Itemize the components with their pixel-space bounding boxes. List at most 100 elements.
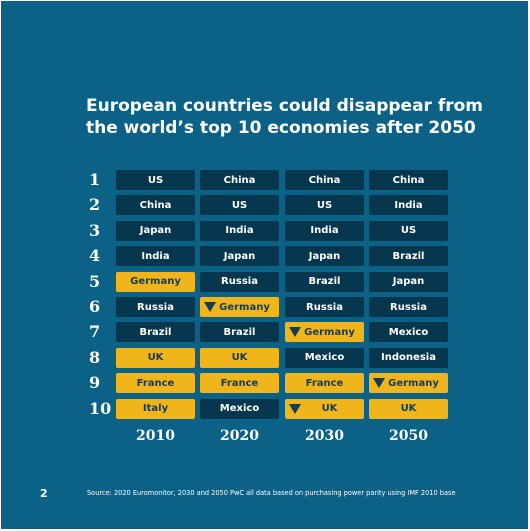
country-cell: Japan: [116, 220, 195, 241]
country-name: India: [141, 250, 170, 262]
country-name: US: [400, 225, 417, 237]
country-name: China: [139, 199, 172, 211]
rank-label: 6: [89, 297, 101, 316]
country-cell: Brazil: [369, 246, 448, 267]
country-name: UK: [147, 352, 164, 364]
country-name: China: [308, 174, 341, 186]
year-label: 2030: [305, 428, 344, 444]
country-cell: Germany: [285, 322, 364, 343]
country-cell: US: [200, 195, 279, 216]
down-arrow-icon: [289, 403, 301, 414]
country-cell: India: [369, 195, 448, 216]
country-cell: China: [200, 170, 279, 190]
country-cell: Italy: [116, 398, 195, 419]
country-name: Indonesia: [381, 352, 436, 364]
country-cell: UK: [116, 347, 195, 368]
rank-label: 8: [89, 347, 101, 367]
country-cell: France: [285, 373, 364, 394]
country-name: Germany: [388, 377, 439, 389]
country-name: Japan: [392, 276, 425, 288]
country-cell: China: [369, 170, 448, 190]
country-cell: Germany: [369, 373, 448, 394]
slide-title: European countries could disappear from …: [86, 95, 506, 139]
country-name: Japan: [139, 225, 172, 237]
country-name: India: [225, 225, 254, 237]
country-name: UK: [321, 403, 338, 415]
country-cell: Japan: [200, 246, 279, 267]
country-cell: Brazil: [116, 322, 195, 343]
title-line-2: the world’s top 10 economies after 2050: [86, 118, 476, 138]
country-name: Germany: [304, 326, 355, 338]
country-cell: UK: [369, 398, 448, 419]
country-name: Japan: [308, 250, 341, 262]
country-cell: Mexico: [200, 398, 279, 419]
country-cell: Japan: [285, 246, 364, 267]
title-line-1: European countries could disappear from: [86, 96, 484, 116]
country-cell: Japan: [369, 271, 448, 292]
country-cell: Mexico: [369, 322, 448, 343]
country-name: Mexico: [304, 352, 345, 364]
country-cell: Indonesia: [369, 347, 448, 368]
country-name: China: [223, 174, 256, 186]
country-cell: US: [285, 195, 364, 216]
country-name: US: [231, 199, 248, 211]
country-name: France: [305, 377, 344, 389]
source-note: Source: 2020 Euromonitor, 2030 and 2050 …: [87, 489, 456, 497]
country-cell: France: [116, 373, 195, 394]
country-name: Russia: [390, 301, 427, 313]
country-name: Germany: [130, 276, 181, 288]
rank-label: 4: [89, 246, 101, 266]
country-name: Japan: [223, 250, 256, 262]
country-name: France: [220, 377, 259, 389]
country-cell: India: [285, 220, 364, 241]
country-cell: US: [116, 170, 195, 190]
year-label: 2010: [136, 428, 175, 444]
down-arrow-icon: [204, 302, 216, 312]
country-name: Brazil: [308, 276, 341, 288]
year-label: 2050: [389, 428, 428, 444]
country-cell: Russia: [369, 297, 448, 317]
rank-label: 1: [89, 170, 101, 189]
country-name: Mexico: [219, 403, 260, 415]
country-cell: India: [116, 246, 195, 267]
country-name: UK: [400, 403, 417, 415]
rank-label: 10: [89, 398, 112, 418]
country-name: France: [136, 377, 175, 389]
country-name: Mexico: [388, 326, 429, 338]
country-name: US: [316, 199, 333, 211]
country-cell: China: [285, 170, 364, 190]
rank-label: 2: [89, 195, 101, 215]
country-cell: Russia: [285, 297, 364, 317]
down-arrow-icon: [373, 378, 385, 389]
country-name: Russia: [221, 276, 258, 288]
country-name: India: [310, 225, 339, 237]
country-name: India: [394, 199, 423, 211]
down-arrow-icon: [289, 327, 301, 338]
country-cell: France: [200, 373, 279, 394]
year-label: 2020: [220, 428, 259, 444]
page-number: 2: [40, 487, 48, 500]
country-cell: Russia: [116, 297, 195, 317]
country-name: Italy: [142, 403, 169, 415]
country-cell: Brazil: [200, 322, 279, 343]
country-name: Russia: [137, 301, 174, 313]
country-cell: China: [116, 195, 195, 216]
country-name: Germany: [219, 301, 270, 313]
country-name: Russia: [306, 301, 343, 313]
country-cell: Germany: [116, 271, 195, 292]
country-name: Brazil: [392, 250, 425, 262]
country-cell: Germany: [200, 297, 279, 317]
country-name: Brazil: [223, 326, 256, 338]
country-name: Brazil: [139, 326, 172, 338]
country-name: UK: [231, 352, 248, 364]
country-name: US: [147, 174, 164, 186]
rank-label: 5: [89, 271, 101, 291]
country-cell: US: [369, 220, 448, 241]
country-cell: Russia: [200, 271, 279, 292]
country-cell: UK: [200, 347, 279, 368]
country-cell: UK: [285, 398, 364, 419]
country-cell: Brazil: [285, 271, 364, 292]
country-cell: India: [200, 220, 279, 241]
rank-label: 9: [89, 373, 101, 393]
